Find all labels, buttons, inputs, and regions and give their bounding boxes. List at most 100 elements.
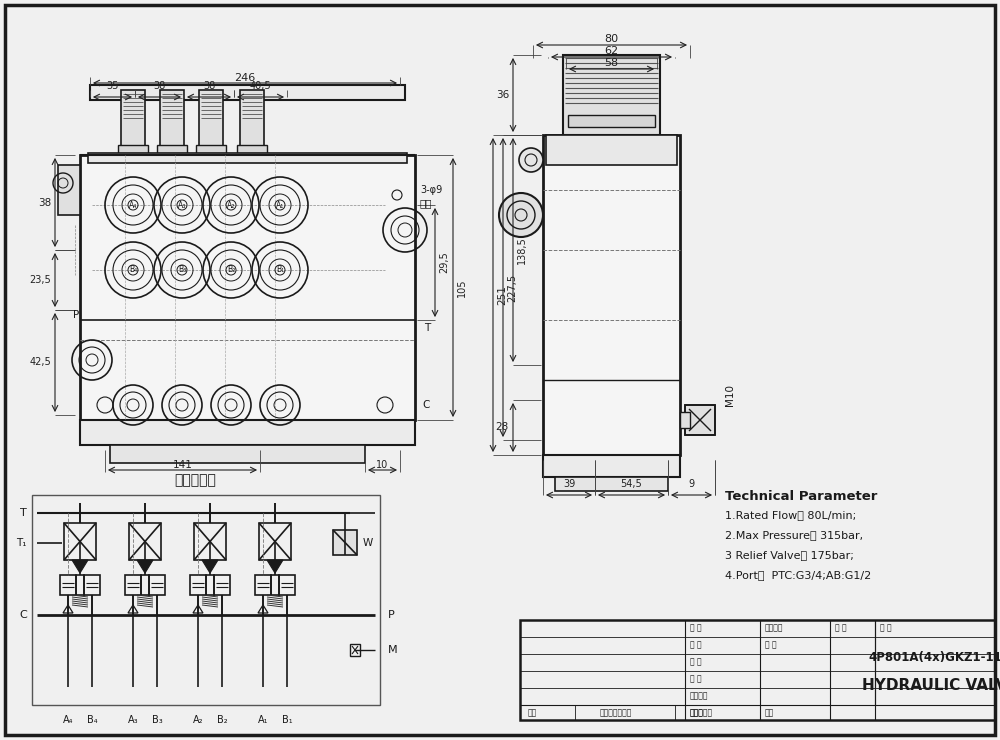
Text: 液压原理图: 液压原理图 bbox=[174, 473, 216, 487]
Text: 更改人: 更改人 bbox=[690, 708, 704, 718]
Bar bbox=[255, 575, 271, 595]
Bar bbox=[279, 575, 295, 595]
Text: A₂: A₂ bbox=[227, 201, 235, 209]
Bar bbox=[563, 55, 660, 135]
Bar bbox=[157, 145, 187, 155]
Text: 40,5: 40,5 bbox=[250, 81, 271, 91]
Polygon shape bbox=[267, 560, 283, 573]
Bar bbox=[237, 145, 267, 155]
Text: 3 Relief Valve： 175bar;: 3 Relief Valve： 175bar; bbox=[725, 550, 854, 560]
Bar bbox=[32, 495, 380, 705]
Bar bbox=[64, 523, 96, 560]
Text: A₁: A₁ bbox=[276, 201, 284, 209]
Bar bbox=[568, 115, 655, 127]
Text: HYDRAULIC VALVE: HYDRAULIC VALVE bbox=[862, 678, 1000, 693]
Text: 36: 36 bbox=[496, 90, 509, 100]
Text: T: T bbox=[424, 323, 430, 333]
Bar bbox=[680, 412, 690, 428]
Text: C: C bbox=[423, 400, 430, 410]
Bar bbox=[685, 405, 715, 435]
Text: 141: 141 bbox=[173, 460, 192, 470]
Text: A₂: A₂ bbox=[193, 715, 203, 725]
Text: 42,5: 42,5 bbox=[29, 357, 51, 368]
Text: 227,5: 227,5 bbox=[507, 274, 517, 302]
Text: B₁: B₁ bbox=[282, 715, 292, 725]
Text: 第 页: 第 页 bbox=[880, 624, 892, 633]
Bar bbox=[520, 620, 995, 720]
Text: A₄: A₄ bbox=[129, 201, 137, 209]
Bar bbox=[206, 575, 214, 595]
Text: 日期: 日期 bbox=[765, 708, 774, 718]
Text: 标准化检查: 标准化检查 bbox=[690, 708, 713, 718]
Text: 35: 35 bbox=[106, 81, 119, 91]
Bar bbox=[84, 575, 100, 595]
Bar bbox=[90, 85, 405, 100]
Bar bbox=[240, 90, 264, 155]
Text: 23,5: 23,5 bbox=[29, 275, 51, 285]
Text: B₄: B₄ bbox=[87, 715, 97, 725]
Text: 4P801A(4x)GKZ1-11: 4P801A(4x)GKZ1-11 bbox=[868, 651, 1000, 665]
Text: 2.Max Pressure： 315bar,: 2.Max Pressure： 315bar, bbox=[725, 530, 863, 540]
Text: P: P bbox=[73, 310, 79, 320]
Polygon shape bbox=[137, 560, 153, 573]
Text: 251: 251 bbox=[497, 285, 507, 305]
Text: A₁: A₁ bbox=[258, 715, 268, 725]
Bar bbox=[543, 135, 680, 455]
Text: C: C bbox=[19, 610, 27, 620]
Text: 4.Port：  PTC:G3/4;AB:G1/2: 4.Port： PTC:G3/4;AB:G1/2 bbox=[725, 570, 871, 580]
Bar bbox=[129, 523, 161, 560]
Circle shape bbox=[499, 193, 543, 237]
Bar bbox=[149, 575, 165, 595]
Text: 更改内容或依据: 更改内容或依据 bbox=[600, 708, 632, 718]
Text: A₄: A₄ bbox=[63, 715, 73, 725]
Text: 138,5: 138,5 bbox=[517, 236, 527, 264]
Text: B₃: B₃ bbox=[152, 715, 162, 725]
Bar bbox=[194, 523, 226, 560]
Bar bbox=[58, 165, 80, 215]
Bar bbox=[121, 90, 145, 155]
Text: 54,5: 54,5 bbox=[621, 479, 642, 489]
Bar bbox=[333, 530, 357, 555]
Text: A₃: A₃ bbox=[178, 201, 186, 209]
Bar bbox=[80, 155, 415, 420]
Text: 246: 246 bbox=[234, 73, 256, 83]
Bar bbox=[685, 405, 715, 435]
Text: M10: M10 bbox=[725, 384, 735, 406]
Polygon shape bbox=[202, 560, 218, 573]
Text: 10: 10 bbox=[376, 460, 389, 470]
Text: 58: 58 bbox=[604, 58, 619, 68]
Bar bbox=[110, 445, 365, 463]
Text: 29,5: 29,5 bbox=[439, 252, 449, 273]
Text: 设 计: 设 计 bbox=[690, 624, 702, 633]
Text: 通孔: 通孔 bbox=[420, 198, 432, 208]
Text: B₂: B₂ bbox=[217, 715, 227, 725]
Text: 重 量: 重 量 bbox=[765, 641, 777, 650]
Text: 38: 38 bbox=[38, 198, 51, 207]
Text: 38: 38 bbox=[153, 81, 166, 91]
Bar bbox=[555, 477, 668, 491]
Text: B₁: B₁ bbox=[276, 266, 284, 275]
Bar bbox=[118, 145, 148, 155]
Polygon shape bbox=[72, 560, 88, 573]
Text: M: M bbox=[388, 645, 398, 655]
Text: 3-φ9: 3-φ9 bbox=[420, 185, 442, 195]
Text: 共 页: 共 页 bbox=[835, 624, 847, 633]
Text: T₁: T₁ bbox=[16, 538, 27, 548]
Text: 标记: 标记 bbox=[528, 708, 537, 718]
Text: W: W bbox=[363, 537, 373, 548]
Text: 38: 38 bbox=[203, 81, 215, 91]
Bar bbox=[60, 575, 76, 595]
Text: 校 对: 校 对 bbox=[690, 674, 702, 684]
Bar bbox=[199, 90, 223, 155]
Text: 9: 9 bbox=[688, 479, 695, 489]
Bar bbox=[190, 575, 206, 595]
Text: 描 图: 描 图 bbox=[690, 658, 702, 667]
Text: 28: 28 bbox=[496, 423, 509, 432]
Bar bbox=[214, 575, 230, 595]
Text: 制 图: 制 图 bbox=[690, 641, 702, 650]
Text: A₃: A₃ bbox=[128, 715, 138, 725]
Text: 1.Rated Flow： 80L/min;: 1.Rated Flow： 80L/min; bbox=[725, 510, 856, 520]
Bar bbox=[76, 575, 84, 595]
Bar bbox=[160, 90, 184, 155]
Circle shape bbox=[519, 148, 543, 172]
